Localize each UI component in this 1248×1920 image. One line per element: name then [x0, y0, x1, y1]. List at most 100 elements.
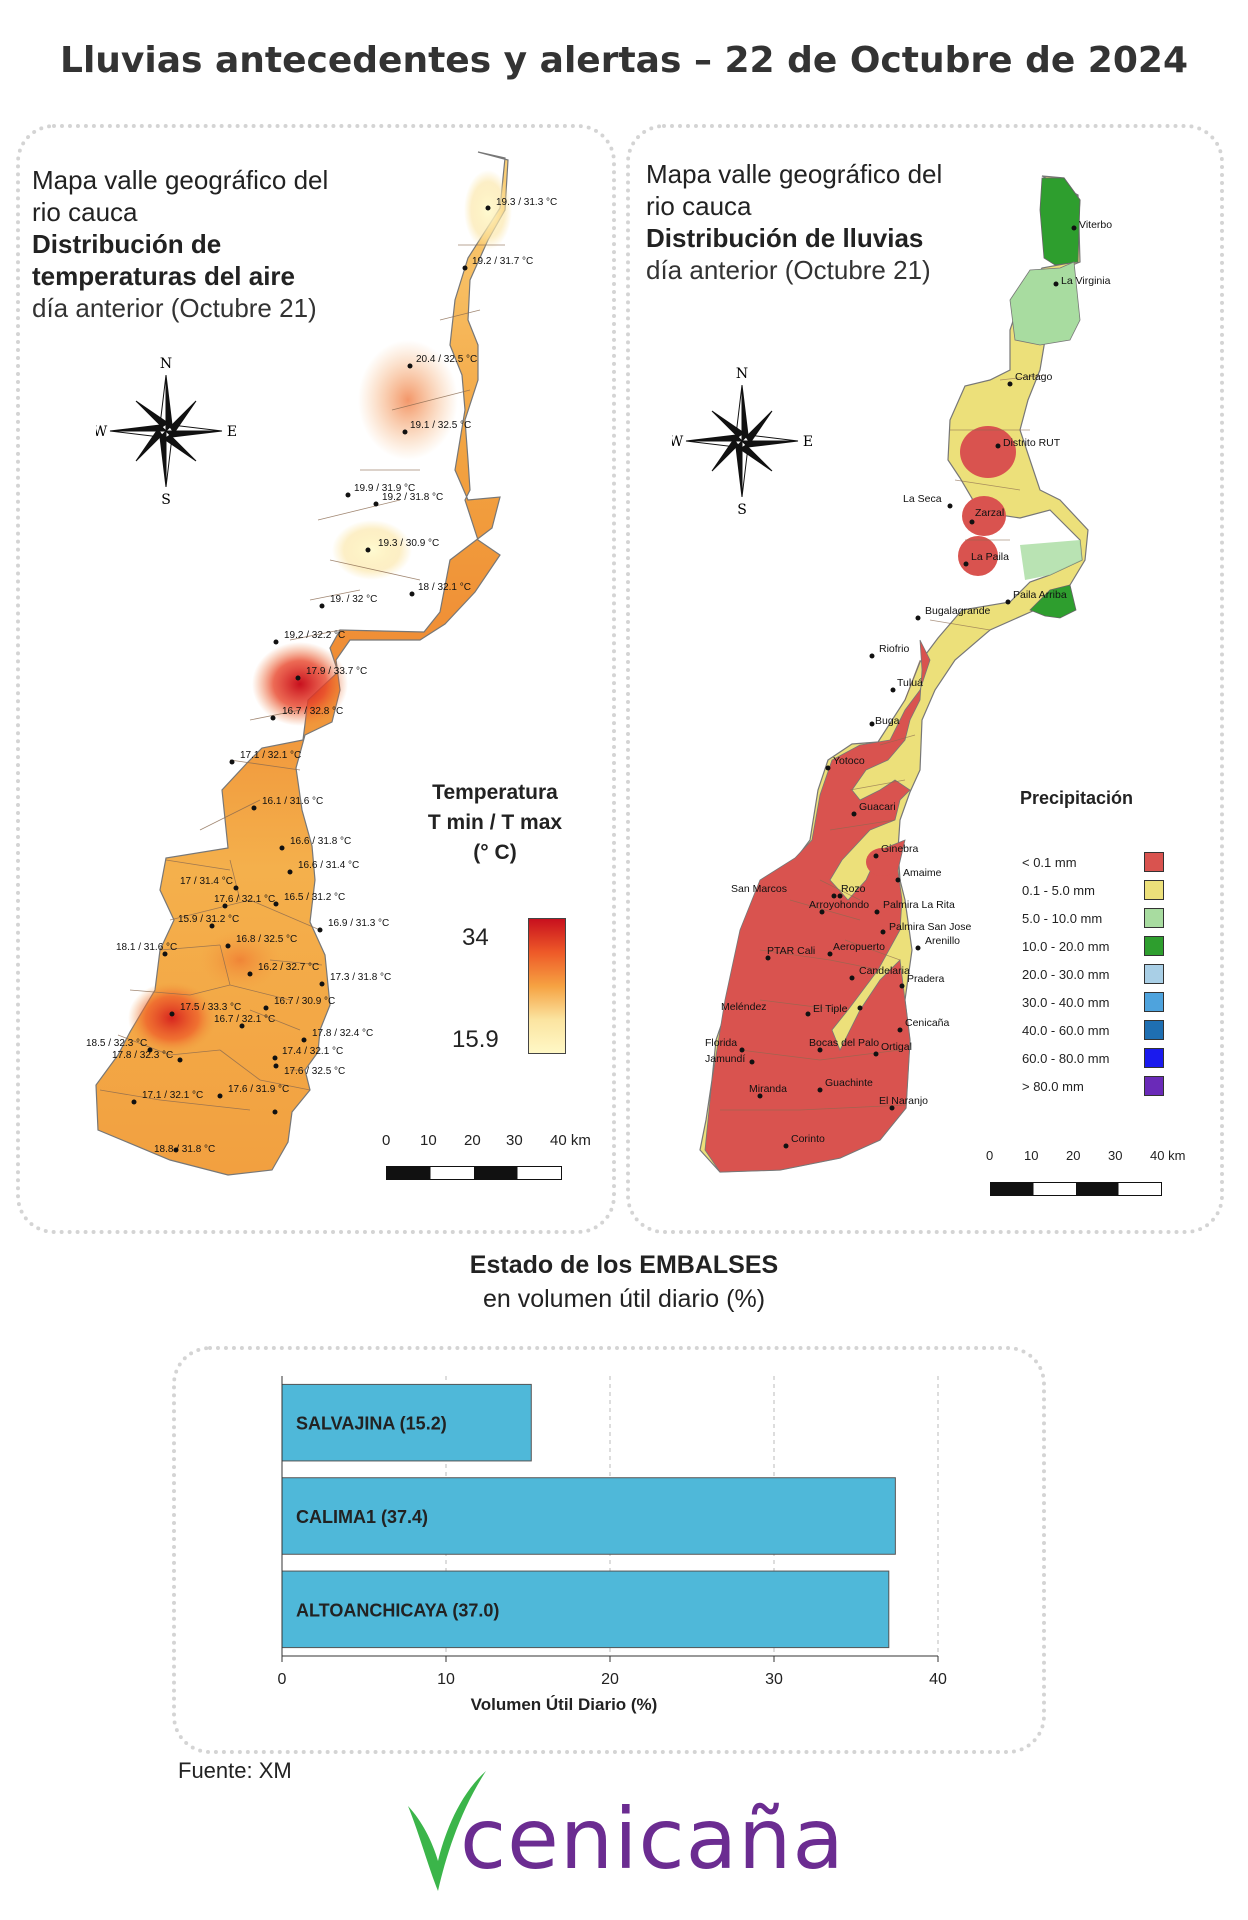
station-label: 17.6 / 31.9 °C	[228, 1084, 289, 1095]
scale-tick: 20	[464, 1132, 481, 1149]
rain-legend-label: 20.0 - 30.0 mm	[1022, 967, 1110, 982]
reservoir-bar	[281, 1570, 890, 1649]
scale-tick: 40 km	[550, 1132, 591, 1149]
station-label: 17.1 / 32.1 °C	[240, 750, 301, 761]
temp-legend-line2: T min / T max	[427, 811, 563, 834]
station-label: 19.9 / 31.9 °C	[354, 483, 415, 494]
x-tick-label: 40	[929, 1671, 947, 1688]
rain-zone-heavy	[1039, 177, 1081, 266]
station-label: 17.9 / 33.7 °C	[306, 666, 367, 677]
rain-legend-swatch	[1144, 1076, 1164, 1096]
place-label: Paila Arriba	[1013, 589, 1067, 601]
rain-legend-swatch	[1144, 1020, 1164, 1040]
place-label: Ginebra	[881, 843, 919, 855]
rain-zone-dry	[704, 639, 931, 1173]
compass-s: S	[161, 492, 171, 506]
reservoirs-title: Estado de los EMBALSES	[469, 1251, 779, 1279]
place-label: Meléndez	[721, 1001, 767, 1013]
station-label: 15.9 / 31.2 °C	[178, 914, 239, 925]
rain-legend-label: < 0.1 mm	[1022, 855, 1077, 870]
rain-zone-moderate	[1009, 261, 1081, 346]
scale-tick: 30	[1108, 1148, 1123, 1163]
rain-map-panel	[626, 124, 1224, 1234]
scale-tick: 20	[1066, 1148, 1081, 1163]
temperature-legend-title: Temperatura T min / T max (° C)	[420, 778, 570, 868]
station-label: 17.6 / 32.5 °C	[284, 1066, 345, 1077]
temp-title-line4: temperaturas del aire	[32, 261, 296, 291]
rain-zone-moderate	[1020, 540, 1082, 580]
place-label: Florida	[705, 1037, 737, 1049]
place-label: Aeropuerto	[833, 941, 885, 953]
reservoirs-heading: Estado de los EMBALSES en volumen útil d…	[0, 1248, 1248, 1316]
hot-spot	[252, 642, 348, 726]
compass-n: N	[736, 366, 748, 382]
rain-legend-label: 30.0 - 40.0 mm	[1022, 995, 1110, 1010]
place-label: Cenicaña	[905, 1017, 950, 1029]
rain-legend-swatch	[1144, 852, 1164, 872]
temp-title-line2: rio cauca	[32, 197, 138, 227]
x-tick-label: 30	[765, 1671, 783, 1688]
station-label: 16.7 / 32.8 °C	[282, 706, 343, 717]
rain-title-line3: Distribución de lluvias	[646, 223, 924, 253]
place-label: Guachinte	[825, 1077, 873, 1089]
rain-legend-label: 5.0 - 10.0 mm	[1022, 911, 1103, 926]
temp-legend-line3: (° C)	[473, 841, 517, 864]
x-tick-label: 10	[437, 1671, 455, 1688]
station-label: 16.6 / 31.4 °C	[298, 860, 359, 871]
compass-rose-icon: N S E W	[672, 366, 812, 516]
station-label: 19.3 / 30.9 °C	[378, 538, 439, 549]
temp-legend-line1: Temperatura	[432, 781, 558, 804]
compass-rose-icon: N S E W	[96, 356, 236, 506]
place-label: Miranda	[749, 1083, 787, 1095]
cenicana-leaf-logo-icon	[408, 1771, 486, 1891]
place-label: Riofrio	[879, 643, 910, 655]
place-label: Tuluá	[897, 677, 923, 689]
compass-w: W	[672, 434, 684, 450]
reservoir-chart-panel	[172, 1346, 1046, 1754]
station-label: 20.4 / 32.5 °C	[416, 354, 477, 365]
scale-tick: 0	[986, 1148, 994, 1163]
reservoir-bar-label: ALTOANCHICAYA (37.0)	[296, 1600, 499, 1620]
compass-n: N	[160, 356, 172, 372]
place-label: Distrito RUT	[1003, 437, 1061, 449]
rain-title-line4: día anterior (Octubre 21)	[646, 255, 931, 285]
reservoir-bar-chart: SALVAJINA (15.2) CALIMA1 (37.4) ALTOANCHIC…	[278, 1376, 947, 1714]
rain-legend-swatch	[1144, 1048, 1164, 1068]
place-label: Bocas del Palo	[809, 1037, 879, 1049]
rain-legend-swatch	[1144, 964, 1164, 984]
temp-title-line5: día anterior (Octubre 21)	[32, 293, 317, 323]
rain-scale-bar: 0 10 20 30 40 km	[986, 1148, 1206, 1196]
place-label: Arenillo	[925, 935, 960, 947]
rain-legend-label: 40.0 - 60.0 mm	[1022, 1023, 1110, 1038]
compass-e: E	[803, 434, 812, 450]
place-label: Palmira San Jose	[889, 921, 971, 933]
station-label: 19.2 / 32.2 °C	[284, 630, 345, 641]
reservoir-bar	[281, 1477, 896, 1555]
reservoir-bar-label: SALVAJINA (15.2)	[296, 1414, 447, 1434]
temperature-legend-max: 34	[462, 924, 489, 951]
place-label: Rozo	[841, 883, 866, 895]
hot-spot	[128, 982, 216, 1054]
rain-legend-swatch	[1144, 880, 1164, 900]
scale-tick: 30	[506, 1132, 523, 1149]
scale-tick: 10	[1024, 1148, 1039, 1163]
warm-spot	[358, 340, 458, 460]
source-text: Fuente: XM	[178, 1758, 292, 1783]
rain-map-title: Mapa valle geográfico del rio cauca Dist…	[646, 158, 942, 286]
x-tick-label: 20	[601, 1671, 619, 1688]
place-label: La Virginia	[1061, 275, 1111, 287]
reservoir-bar-label: CALIMA1 (37.4)	[296, 1507, 428, 1527]
temperature-map-title: Mapa valle geográfico del rio cauca Dist…	[32, 164, 328, 324]
station-label: 19.2 / 31.7 °C	[472, 256, 533, 267]
compass-e: E	[227, 424, 236, 440]
temperature-map: 19.3 / 31.3 °C 19.2 / 31.7 °C 20.4 / 32.5 …	[86, 151, 557, 1176]
place-label: Yotoco	[833, 755, 865, 767]
place-label: PTAR Cali	[767, 945, 815, 957]
temperature-scale-bar: 0 10 20 30 40 km	[382, 1132, 602, 1180]
station-label: 17.8 / 32.3 °C	[112, 1050, 173, 1061]
rain-legend-swatch	[1144, 992, 1164, 1012]
place-label: La Paila	[971, 551, 1009, 563]
temperature-stations	[131, 205, 491, 1153]
rain-legend-title: Precipitación	[1020, 788, 1134, 808]
place-label: Jamundí	[705, 1053, 745, 1065]
